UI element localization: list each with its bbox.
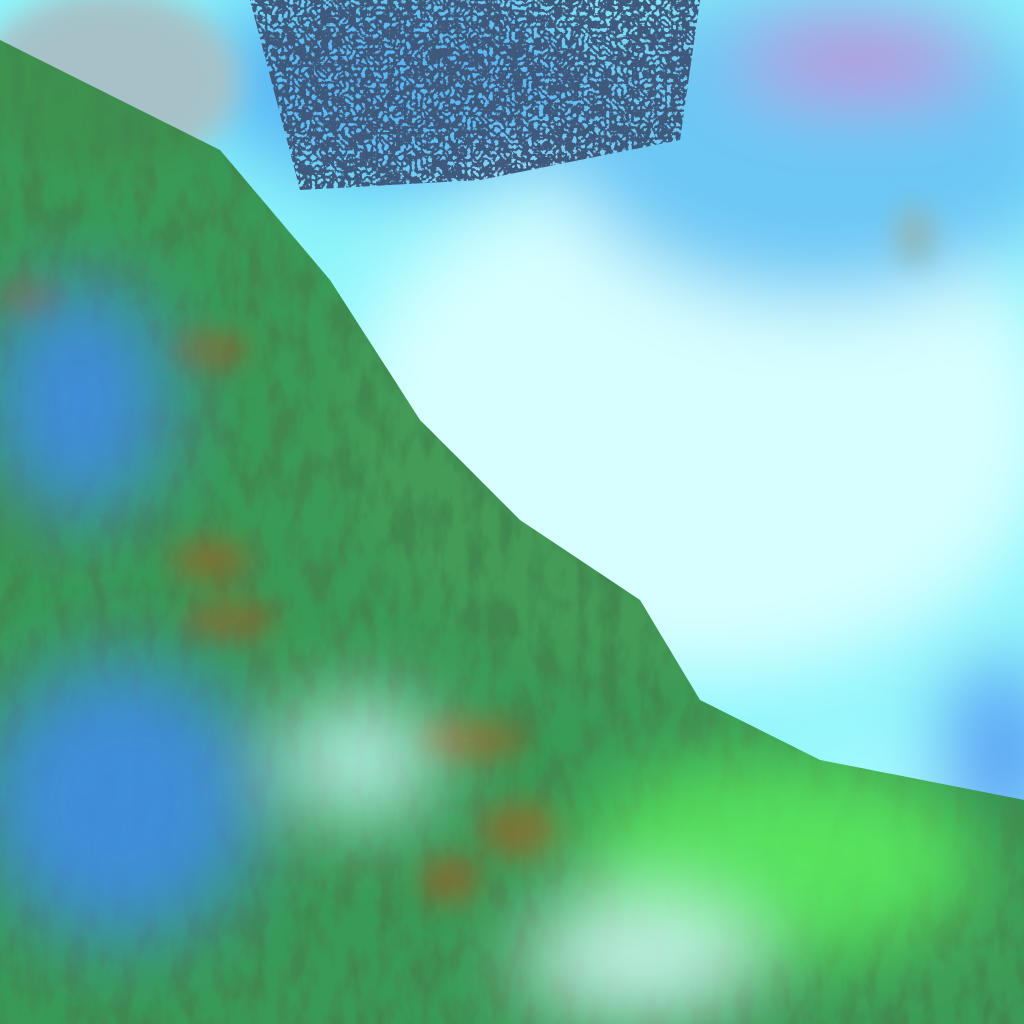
satellite-image <box>0 0 1024 1024</box>
imagery-canvas <box>0 0 1024 1024</box>
